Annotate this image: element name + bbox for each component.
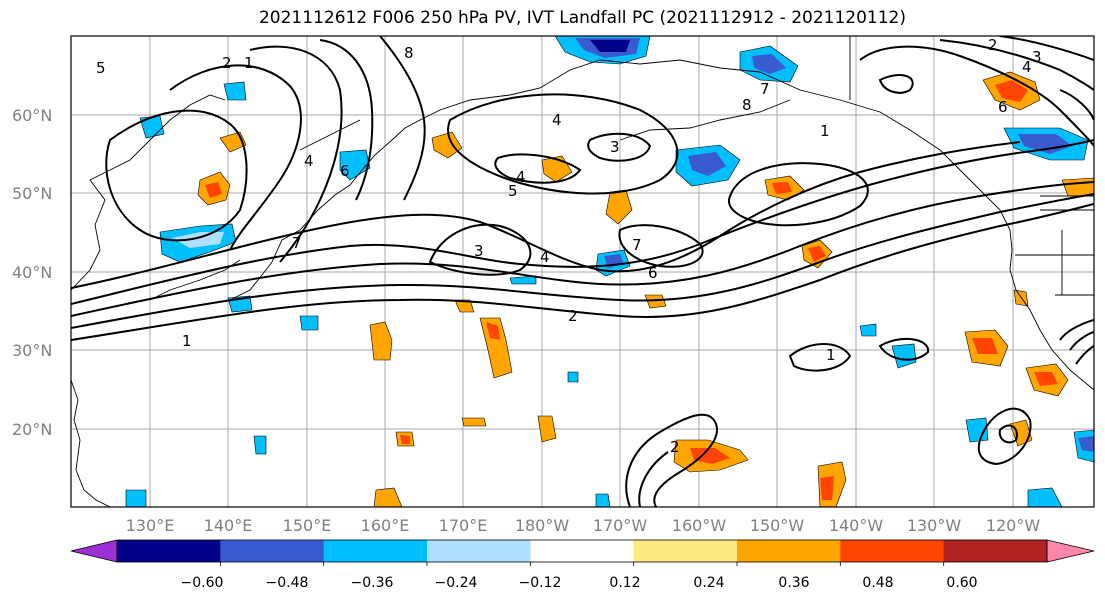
lon-label: 120°W xyxy=(986,516,1041,535)
lon-label: 140°E xyxy=(204,516,253,535)
colorbar-extend-high xyxy=(1046,539,1095,563)
contour-label: 3 xyxy=(1032,48,1042,66)
colorbar-frame xyxy=(116,539,1048,563)
lon-label: 160°E xyxy=(361,516,410,535)
colorbar-segment xyxy=(530,540,635,562)
contour-label: 4 xyxy=(540,248,550,266)
pv-contours xyxy=(71,36,1094,507)
lon-label: 180°W xyxy=(515,516,570,535)
contour-labels: 5 2 1 8 4 6 7 4 3 4 5 3 4 7 6 2 1 7 8 1 … xyxy=(96,36,1042,456)
contour-label: 7 xyxy=(632,236,642,254)
colorbar-tick-label: 0.36 xyxy=(778,575,809,591)
contour-label: 8 xyxy=(404,44,414,62)
colorbar-tick-label: 0.48 xyxy=(862,575,893,591)
contour-label: 7 xyxy=(292,234,302,252)
contour-label: 6 xyxy=(648,264,658,282)
map-frame xyxy=(70,35,1095,508)
contour-label: 3 xyxy=(610,138,620,156)
colorbar-tick-label: −0.48 xyxy=(266,575,309,591)
lon-label: 130°E xyxy=(126,516,175,535)
lat-label-40n: 40°N xyxy=(12,263,52,282)
contour-label: 8 xyxy=(742,96,752,114)
lat-label-20n: 20°N xyxy=(12,420,52,439)
lon-label: 150°E xyxy=(283,516,332,535)
colorbar-segment xyxy=(633,540,738,562)
contour-label: 4 xyxy=(552,111,562,129)
colorbar-labels: −0.60 −0.48 −0.36 −0.24 −0.12 0.12 0.24 … xyxy=(181,575,978,591)
negative-anomaly-fills xyxy=(125,36,1094,507)
contour-label: 4 xyxy=(516,168,526,186)
colorbar-extend-low xyxy=(70,539,118,563)
latitude-labels: 60°N 50°N 40°N 30°N 20°N xyxy=(12,106,52,439)
contour-label: 1 xyxy=(826,346,836,364)
contour-label: 6 xyxy=(998,98,1008,116)
lon-label: 130°W xyxy=(907,516,962,535)
contour-label: 5 xyxy=(508,182,518,200)
contour-label: 3 xyxy=(474,242,484,260)
contour-label: 2 xyxy=(222,54,232,72)
contour-label: 4 xyxy=(304,152,314,170)
colorbar-tick-label: −0.36 xyxy=(351,575,394,591)
colorbar-tick-label: 0.12 xyxy=(609,575,640,591)
contour-label: 1 xyxy=(820,122,830,140)
lon-label: 150°W xyxy=(750,516,805,535)
colorbar xyxy=(70,539,1095,566)
colorbar-segment xyxy=(220,540,325,562)
contour-label: 5 xyxy=(96,59,106,77)
contour-label: 2 xyxy=(568,307,578,325)
colorbar-segment xyxy=(427,540,531,562)
lon-label: 170°W xyxy=(593,516,648,535)
contour-label: 1 xyxy=(244,54,254,72)
contour-label: 2 xyxy=(670,438,680,456)
colorbar-segment xyxy=(117,540,221,562)
colorbar-tick-label: −0.24 xyxy=(435,575,478,591)
colorbar-segment xyxy=(737,540,841,562)
colorbar-tick-label: 0.24 xyxy=(693,575,724,591)
lat-label-30n: 30°N xyxy=(12,341,52,360)
contour-label: 7 xyxy=(760,80,770,98)
colorbar-tick-label: −0.60 xyxy=(181,575,224,591)
contour-label: 4 xyxy=(1022,58,1032,76)
graticule xyxy=(71,36,1094,507)
longitude-labels: 130°E 140°E 150°E 160°E 170°E 180°W 170°… xyxy=(126,516,1041,535)
colorbar-tick-label: −0.12 xyxy=(519,575,562,591)
colorbar-tick-label: 0.60 xyxy=(946,575,977,591)
contour-label: 1 xyxy=(182,332,192,350)
map-title: 2021112612 F006 250 hPa PV, IVT Landfall… xyxy=(258,8,906,28)
lat-label-50n: 50°N xyxy=(12,184,52,203)
lon-label: 170°E xyxy=(439,516,488,535)
lon-label: 160°W xyxy=(672,516,727,535)
colorbar-segment xyxy=(943,540,1048,562)
colorbar-segment xyxy=(323,540,428,562)
contour-label: 2 xyxy=(988,36,998,54)
lat-label-60n: 60°N xyxy=(12,106,52,125)
positive-anomaly-fills xyxy=(197,71,1094,507)
contour-label: 6 xyxy=(340,162,350,180)
colorbar-segment xyxy=(840,540,945,562)
lon-label: 140°W xyxy=(829,516,884,535)
